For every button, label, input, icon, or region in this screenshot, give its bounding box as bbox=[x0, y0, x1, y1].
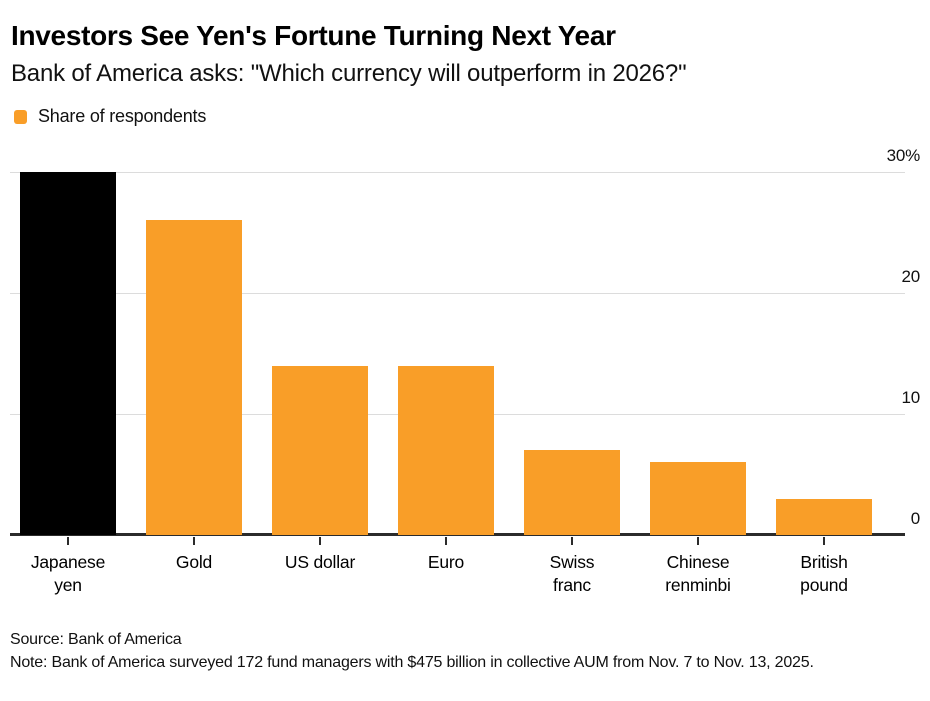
bar-col-chinese-renminbi bbox=[650, 172, 746, 535]
chart-subtitle: Bank of America asks: "Which currency wi… bbox=[11, 60, 687, 87]
tick-mark bbox=[319, 537, 321, 545]
bar-col-euro bbox=[398, 172, 494, 535]
bar-euro bbox=[398, 365, 494, 535]
tick-mark bbox=[445, 537, 447, 545]
tick-cell-swiss-franc bbox=[524, 537, 620, 545]
tick-cell-british-pound bbox=[776, 537, 872, 545]
legend-swatch-icon bbox=[14, 109, 27, 124]
gridline-20 bbox=[10, 292, 905, 294]
note-text: Note: Bank of America surveyed 172 fund … bbox=[10, 654, 814, 671]
tick-mark bbox=[697, 537, 699, 545]
bar-japanese-yen bbox=[20, 172, 116, 535]
bar-chinese-renminbi bbox=[650, 462, 746, 535]
y-axis-label-20: 20 bbox=[901, 267, 920, 286]
plot-area bbox=[10, 171, 905, 536]
y-axis-label-30: 30% bbox=[886, 146, 921, 165]
legend: Share of respondents bbox=[14, 106, 206, 127]
bar-col-us-dollar bbox=[272, 172, 368, 535]
bar-gold bbox=[146, 220, 242, 535]
bar-us-dollar bbox=[272, 365, 368, 535]
x-axis-label-euro: Euro bbox=[427, 552, 465, 572]
y-axis-label-10: 10 bbox=[901, 388, 920, 407]
tick-mark bbox=[193, 537, 195, 545]
legend-label: Share of respondents bbox=[38, 106, 207, 126]
tick-mark bbox=[571, 537, 573, 545]
tick-cell-japanese-yen bbox=[20, 537, 116, 545]
source-text: Source: Bank of America bbox=[10, 631, 182, 648]
gridline-30 bbox=[10, 171, 905, 173]
bar-british-pound bbox=[776, 498, 872, 535]
x-axis-label-swiss-franc: Swiss franc bbox=[549, 552, 595, 595]
x-axis-ticks bbox=[20, 537, 872, 545]
x-axis-label-british-pound: British pound bbox=[800, 552, 848, 595]
tick-cell-chinese-renminbi bbox=[650, 537, 746, 545]
bar-col-gold bbox=[146, 172, 242, 535]
chart-title: Investors See Yen's Fortune Turning Next… bbox=[11, 20, 616, 51]
bars-group bbox=[20, 172, 872, 535]
tick-cell-euro bbox=[398, 537, 494, 545]
x-axis-label-chinese-renminbi: Chinese renminbi bbox=[665, 552, 731, 595]
bar-swiss-franc bbox=[524, 450, 620, 535]
x-axis-label-gold: Gold bbox=[175, 552, 213, 572]
x-axis-label-japanese-yen: Japanese yen bbox=[30, 552, 106, 595]
x-axis-label-us-dollar: US dollar bbox=[284, 552, 356, 572]
tick-cell-gold bbox=[146, 537, 242, 545]
tick-mark bbox=[823, 537, 825, 545]
bar-col-japanese-yen bbox=[20, 172, 116, 535]
bar-col-british-pound bbox=[776, 172, 872, 535]
x-axis-labels: Japanese yen Gold US dollar Euro Swiss franc… bbox=[20, 551, 872, 597]
tick-cell-us-dollar bbox=[272, 537, 368, 545]
bar-col-swiss-franc bbox=[524, 172, 620, 535]
tick-mark bbox=[67, 537, 69, 545]
y-axis-label-0: 0 bbox=[910, 509, 920, 528]
footer: Source: Bank of America Note: Bank of Am… bbox=[10, 628, 898, 674]
